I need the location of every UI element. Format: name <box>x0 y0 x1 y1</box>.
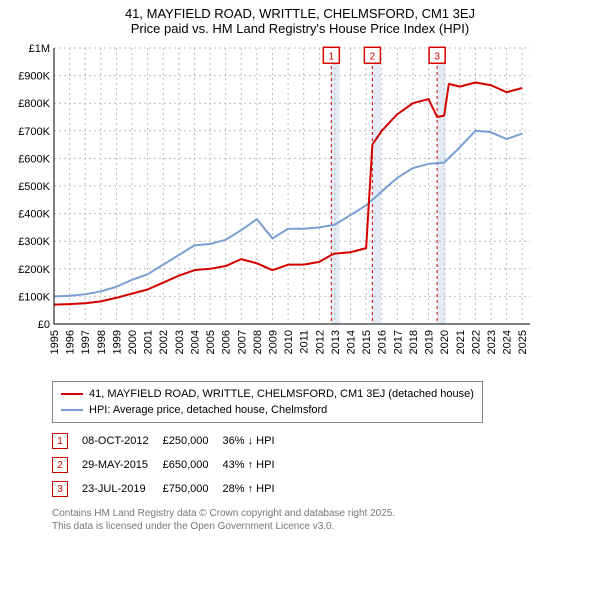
svg-text:2019: 2019 <box>424 330 436 354</box>
attribution-line-1: Contains HM Land Registry data © Crown c… <box>52 507 590 520</box>
legend: 41, MAYFIELD ROAD, WRITTLE, CHELMSFORD, … <box>52 381 483 423</box>
svg-text:2000: 2000 <box>127 330 139 354</box>
sale-price: £650,000 <box>163 453 223 477</box>
svg-text:£300K: £300K <box>18 236 50 248</box>
sale-date: 08-OCT-2012 <box>82 429 163 453</box>
svg-text:£1M: £1M <box>29 43 50 55</box>
svg-text:2007: 2007 <box>236 330 248 354</box>
svg-text:2015: 2015 <box>361 330 373 354</box>
svg-text:2024: 2024 <box>502 330 514 354</box>
svg-text:2002: 2002 <box>158 330 170 354</box>
svg-text:2005: 2005 <box>205 330 217 354</box>
line-chart-svg: £0 £100K £200K £300K £400K £500K £600K £700K £80… <box>10 40 540 370</box>
svg-text:£100K: £100K <box>18 291 50 303</box>
legend-swatch-property <box>61 393 83 395</box>
svg-text:£200K: £200K <box>18 264 50 276</box>
sale-marker-1: 1 <box>52 433 68 449</box>
svg-text:2025: 2025 <box>517 330 529 354</box>
sale-date: 29-MAY-2015 <box>82 453 163 477</box>
sale-delta: 36% ↓ HPI <box>223 429 289 453</box>
svg-text:2023: 2023 <box>486 330 498 354</box>
title-line-2: Price paid vs. HM Land Registry's House … <box>10 21 590 36</box>
svg-text:2010: 2010 <box>283 330 295 354</box>
legend-label-hpi: HPI: Average price, detached house, Chel… <box>89 402 327 418</box>
svg-text:2003: 2003 <box>174 330 186 354</box>
table-row: 1 08-OCT-2012 £250,000 36% ↓ HPI <box>52 429 289 453</box>
svg-text:2017: 2017 <box>392 330 404 354</box>
sale-delta: 43% ↑ HPI <box>223 453 289 477</box>
sale-price: £750,000 <box>163 477 223 501</box>
svg-text:£800K: £800K <box>18 98 50 110</box>
table-row: 3 23-JUL-2019 £750,000 28% ↑ HPI <box>52 477 289 501</box>
svg-text:2020: 2020 <box>439 330 451 354</box>
chart-area: £0 £100K £200K £300K £400K £500K £600K £700K £80… <box>10 40 590 375</box>
svg-text:2016: 2016 <box>377 330 389 354</box>
svg-text:2: 2 <box>370 51 376 62</box>
svg-text:1996: 1996 <box>65 330 77 354</box>
legend-label-property: 41, MAYFIELD ROAD, WRITTLE, CHELMSFORD, … <box>89 386 474 402</box>
svg-text:1: 1 <box>329 51 335 62</box>
svg-text:1997: 1997 <box>80 330 92 354</box>
sale-marker-2: 2 <box>52 457 68 473</box>
sale-price: £250,000 <box>163 429 223 453</box>
legend-swatch-hpi <box>61 409 83 411</box>
attribution: Contains HM Land Registry data © Crown c… <box>52 507 590 533</box>
table-row: 2 29-MAY-2015 £650,000 43% ↑ HPI <box>52 453 289 477</box>
chart-container: 41, MAYFIELD ROAD, WRITTLE, CHELMSFORD, … <box>0 0 600 541</box>
svg-text:2008: 2008 <box>252 330 264 354</box>
svg-text:£500K: £500K <box>18 181 50 193</box>
svg-text:2004: 2004 <box>189 330 201 354</box>
svg-text:2014: 2014 <box>346 330 358 354</box>
svg-text:£900K: £900K <box>18 71 50 83</box>
svg-text:2009: 2009 <box>267 330 279 354</box>
legend-item-hpi: HPI: Average price, detached house, Chel… <box>61 402 474 418</box>
attribution-line-2: This data is licensed under the Open Gov… <box>52 520 590 533</box>
sale-marker-3: 3 <box>52 481 68 497</box>
svg-text:£600K: £600K <box>18 153 50 165</box>
sale-date: 23-JUL-2019 <box>82 477 163 501</box>
svg-text:2006: 2006 <box>221 330 233 354</box>
svg-text:2011: 2011 <box>299 330 311 354</box>
svg-text:£700K: £700K <box>18 126 50 138</box>
svg-text:£0: £0 <box>38 319 50 331</box>
svg-text:1999: 1999 <box>111 330 123 354</box>
svg-text:£400K: £400K <box>18 209 50 221</box>
svg-text:2001: 2001 <box>143 330 155 354</box>
svg-text:2012: 2012 <box>314 330 326 354</box>
svg-text:1995: 1995 <box>49 330 61 354</box>
svg-text:1998: 1998 <box>96 330 108 354</box>
svg-text:2018: 2018 <box>408 330 420 354</box>
legend-item-property: 41, MAYFIELD ROAD, WRITTLE, CHELMSFORD, … <box>61 386 474 402</box>
svg-text:2022: 2022 <box>470 330 482 354</box>
svg-text:3: 3 <box>434 51 440 62</box>
sales-table: 1 08-OCT-2012 £250,000 36% ↓ HPI 2 29-MA… <box>52 429 289 501</box>
svg-text:2021: 2021 <box>455 330 467 354</box>
svg-text:2013: 2013 <box>330 330 342 354</box>
title-line-1: 41, MAYFIELD ROAD, WRITTLE, CHELMSFORD, … <box>10 6 590 21</box>
sale-delta: 28% ↑ HPI <box>223 477 289 501</box>
